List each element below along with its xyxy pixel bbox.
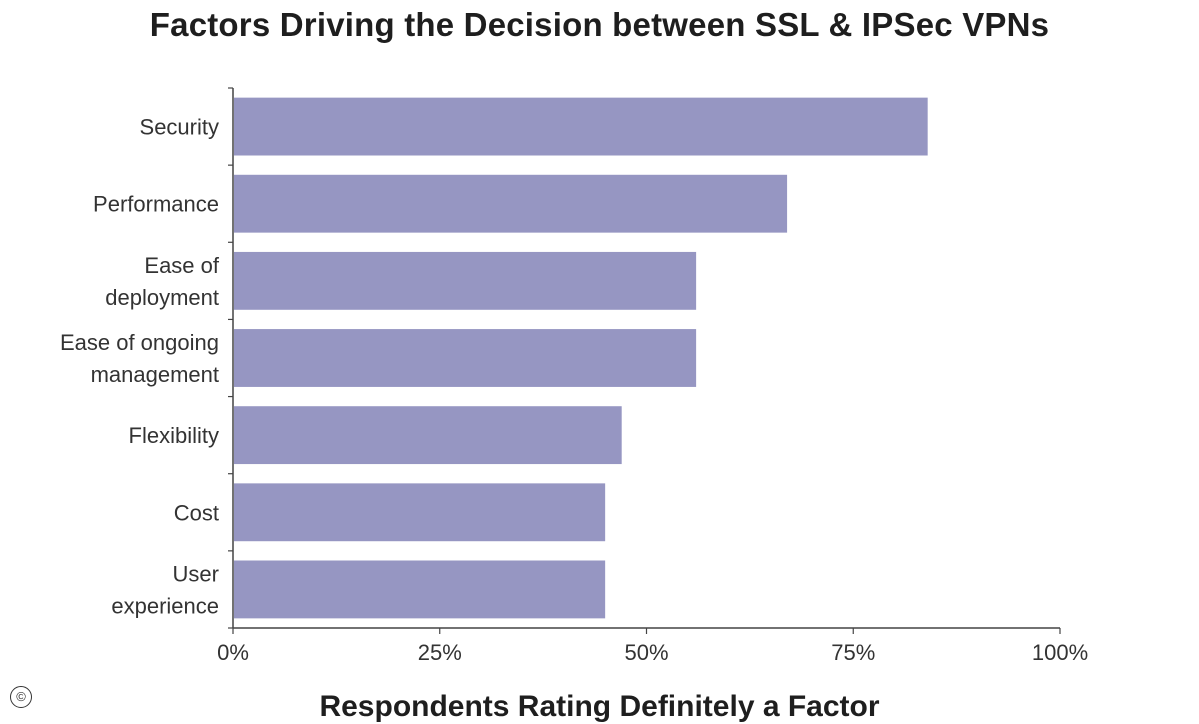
category-label: Flexibility [129, 423, 219, 448]
chart-title: Factors Driving the Decision between SSL… [149, 6, 1050, 43]
bar [234, 174, 788, 233]
category-label-line: Ease of [144, 253, 219, 278]
x-tick-label: 100% [1032, 640, 1088, 665]
x-tick-label: 0% [217, 640, 249, 665]
category-label: Cost [174, 500, 219, 525]
category-label: Ease of deployment [105, 253, 220, 310]
bar [234, 97, 928, 156]
category-label-line: Performance [93, 192, 219, 217]
x-axis-title: Respondents Rating Definitely a Factor [319, 690, 880, 723]
bar [234, 251, 697, 310]
x-tick-label: 25% [418, 640, 462, 665]
bar [234, 483, 606, 542]
x-tick-label: 75% [831, 640, 875, 665]
category-label-line: User [173, 561, 219, 586]
category-label: Security [140, 115, 219, 140]
bar [234, 329, 697, 387]
bar [234, 560, 606, 619]
category-label-line: experience [111, 593, 219, 618]
category-label-line: Security [140, 115, 219, 140]
category-label: Performance [93, 192, 219, 217]
bar [234, 406, 622, 465]
category-label: Ease of ongoing management [60, 330, 219, 387]
copyright-icon: © [10, 686, 32, 708]
category-label-line: Flexibility [129, 423, 219, 448]
category-label: User experience [111, 561, 219, 618]
category-label-line: management [91, 362, 219, 387]
x-tick-label: 50% [624, 640, 668, 665]
category-label-line: deployment [105, 285, 219, 310]
category-label-line: Ease of ongoing [60, 330, 219, 355]
category-label-line: Cost [174, 500, 219, 525]
